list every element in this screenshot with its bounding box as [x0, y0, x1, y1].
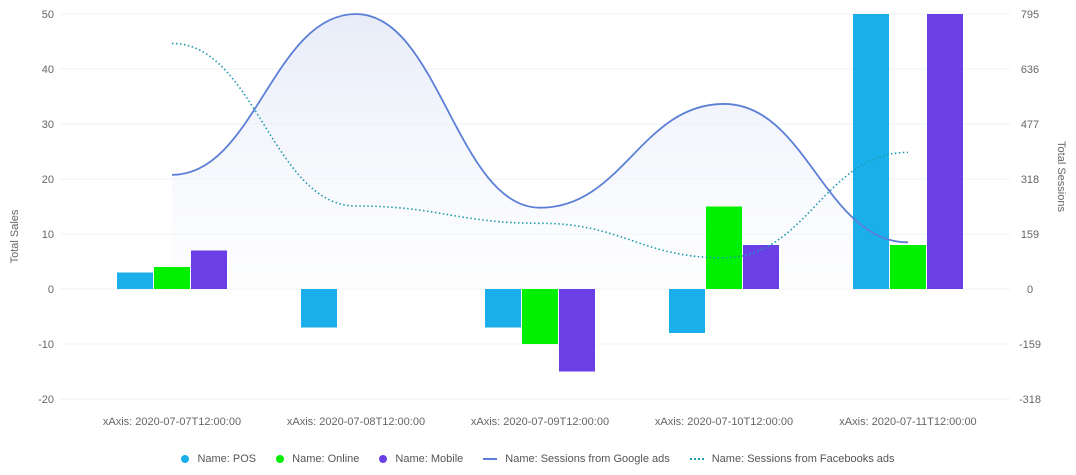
y-tick-label-left: 50 — [42, 9, 54, 21]
lines — [171, 13, 909, 259]
bar — [743, 245, 779, 289]
y-tick-label-right: -159 — [1019, 339, 1041, 351]
bar — [890, 245, 926, 289]
legend-dot-icon — [181, 455, 190, 463]
legend-label: Name: Sessions from Google ads — [505, 453, 670, 465]
y-tick-label-left: 0 — [48, 284, 54, 296]
x-tick-label: xAxis: 2020-07-10T12:00:00 — [655, 416, 793, 428]
y-tick-label-left: 30 — [42, 119, 54, 131]
x-tick-label: xAxis: 2020-07-08T12:00:00 — [287, 416, 425, 428]
y-tick-label-right: -318 — [1019, 394, 1041, 406]
legend-dot-icon — [379, 455, 388, 463]
legend: Name: POS Name: Online Name: Mobile Name: S… — [0, 449, 1076, 469]
y-axis-title-left: Total Sales — [9, 209, 21, 263]
x-tick-label: xAxis: 2020-07-09T12:00:00 — [471, 416, 609, 428]
y-tick-label-left: 40 — [42, 64, 54, 76]
y-tick-label-left: 10 — [42, 229, 54, 241]
axis-ticks: 50 40 30 20 10 0 -10 -20 795 636 477 318 159 0 -159 -31… — [38, 9, 1041, 428]
legend-item[interactable]: Name: Sessions from Facebooks ads — [689, 453, 895, 465]
y-tick-label-left: -20 — [38, 394, 54, 406]
x-tick-label: xAxis: 2020-07-07T12:00:00 — [103, 416, 241, 428]
legend-line-icon — [483, 458, 498, 460]
legend-label: Name: POS — [197, 453, 257, 465]
bar — [485, 289, 521, 328]
y-tick-label-right: 159 — [1021, 229, 1039, 241]
legend-label: Name: Sessions from Facebooks ads — [711, 453, 895, 465]
bars — [117, 14, 963, 372]
combo-chart: 50 40 30 20 10 0 -10 -20 795 636 477 318 159 0 -159 -31… — [9, 9, 1067, 428]
bar — [559, 289, 595, 372]
y-tick-label-right: 477 — [1021, 119, 1039, 131]
y-tick-label-left: -10 — [38, 339, 54, 351]
x-tick-label: xAxis: 2020-07-11T12:00:00 — [839, 416, 976, 428]
y-tick-label-right: 318 — [1021, 174, 1039, 186]
legend-item[interactable]: Name: POS — [181, 453, 256, 465]
y-axis-title-right: Total Sessions — [1055, 141, 1067, 212]
legend-label: Name: Online — [292, 453, 360, 465]
y-tick-label-left: 20 — [42, 174, 54, 186]
series-line — [171, 42, 909, 259]
y-tick-label-right: 0 — [1027, 284, 1033, 296]
legend-dot-icon — [276, 455, 285, 463]
y-tick-label-right: 795 — [1021, 9, 1039, 21]
bar — [154, 267, 190, 289]
series-line — [171, 13, 909, 244]
bar — [301, 289, 337, 328]
bar — [927, 14, 963, 289]
y-tick-label-right: 636 — [1021, 64, 1039, 76]
bar — [853, 14, 889, 289]
legend-line-icon — [689, 458, 704, 460]
legend-item[interactable]: Name: Online — [276, 453, 359, 465]
bar — [706, 206, 742, 289]
legend-label: Name: Mobile — [395, 453, 464, 465]
bar — [117, 272, 153, 289]
bar — [669, 289, 705, 333]
bar — [522, 289, 558, 344]
legend-item[interactable]: Name: Mobile — [379, 453, 463, 465]
legend-item[interactable]: Name: Sessions from Google ads — [483, 453, 670, 465]
bar — [191, 250, 227, 289]
